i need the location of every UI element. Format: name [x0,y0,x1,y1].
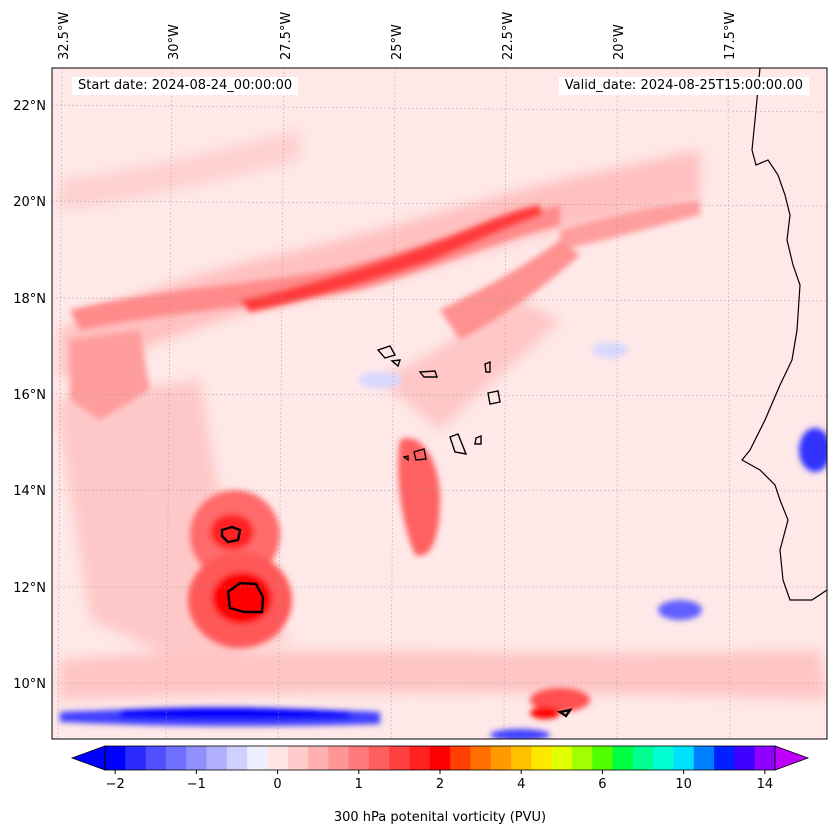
colorbar-segment [247,746,268,770]
colorbar-segment [145,746,167,770]
lon-label: 17.5°W [723,12,738,60]
lat-label: 20°N [13,195,46,210]
colorbar-tick-label: 4 [517,777,525,792]
colorbar-segment [571,746,593,770]
map-frame [51,67,828,740]
lon-label: 25°W [390,24,405,60]
colorbar-tick-label: 1 [355,777,363,792]
colorbar-segment [490,746,512,770]
colorbar-segment [389,746,411,770]
colorbar-segment [348,746,370,770]
pv-contour-2 [220,525,573,718]
colorbar-segment [470,746,492,770]
lat-label: 16°N [13,388,46,403]
colorbar-segment [206,746,228,770]
colorbar-tick-label: 2 [436,777,444,792]
colorbar-segment [267,746,289,770]
colorbar-tick-label: 14 [757,777,774,792]
lat-label: 12°N [13,581,46,596]
colorbar-segment [734,746,756,770]
colorbar-tick-label: −2 [106,777,125,792]
colorbar-segment [531,746,553,770]
colorbar-segment [551,746,573,770]
longitude-labels: 32.5°W 30°W 27.5°W 25°W 22.5°W 20°W 17.5… [57,12,738,60]
colorbar: −2 −1 0 1 2 4 6 10 14 300 hPa potenital vorticit… [70,745,810,825]
colorbar-segment [226,746,248,770]
colorbar-over-arrow [775,746,808,770]
colorbar-segment [632,746,654,770]
colorbar-segments [105,746,776,770]
colorbar-segment [511,746,532,770]
colorbar-segment [693,746,715,770]
colorbar-segment [714,746,735,770]
colorbar-under-arrow [72,746,105,770]
colorbar-label: 300 hPa potenital vorticity (PVU) [334,810,546,825]
lat-label: 22°N [13,99,46,114]
colorbar-tick-label: 6 [598,777,606,792]
colorbar-segment [125,746,147,770]
colorbar-segment [612,746,634,770]
colorbar-segment [409,746,431,770]
colorbar-segment [653,746,674,770]
colorbar-segment [165,746,187,770]
lon-label: 22.5°W [501,12,516,60]
colorbar-segment [429,746,451,770]
lon-label: 32.5°W [57,12,72,60]
colorbar-segment [450,746,471,770]
pv-negative-regions [60,342,827,739]
colorbar-ticks: −2 −1 0 1 2 4 6 10 14 [106,770,774,792]
colorbar-segment [754,746,776,770]
lon-label: 30°W [167,24,182,60]
colorbar-segment [673,746,695,770]
colorbar-tick-label: 0 [273,777,281,792]
lat-label: 10°N [13,677,46,692]
lon-label: 20°W [612,24,627,60]
colorbar-segment [592,746,614,770]
lat-label: 18°N [13,292,46,307]
lat-label: 14°N [13,484,46,499]
colorbar-segment [287,746,309,770]
colorbar-tick-label: −1 [187,777,206,792]
coastline [741,68,827,601]
lon-label: 27.5°W [279,12,294,60]
islands [376,345,501,462]
latitude-labels: 22°N 20°N 18°N 16°N 14°N 12°N 10°N [13,99,46,692]
colorbar-segment [368,746,390,770]
valid-date-label: Valid_date: 2024-08-25T15:00:00.00 [558,77,809,95]
colorbar-segment [328,746,350,770]
colorbar-segment [105,746,126,770]
graticule [52,68,827,739]
colorbar-segment [186,746,208,770]
colorbar-tick-label: 10 [675,777,692,792]
start-date-label: Start date: 2024-08-24_00:00:00 [72,77,299,95]
colorbar-segment [308,746,329,770]
pv-field [52,68,827,739]
